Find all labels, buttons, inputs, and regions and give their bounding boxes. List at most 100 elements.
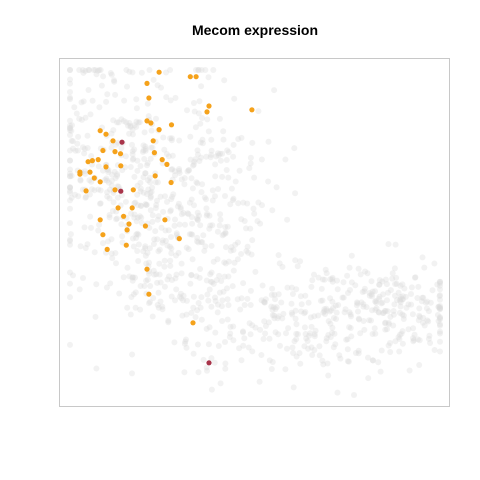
background-cell-point (145, 186, 152, 193)
background-cell-point (346, 264, 353, 271)
background-cell-point (131, 146, 138, 153)
background-cell-point (114, 119, 120, 126)
background-cell-point (155, 289, 162, 296)
background-cell-point (142, 147, 149, 154)
background-cell-point (104, 189, 111, 196)
background-cell-point (202, 243, 209, 250)
background-cell-point (384, 297, 390, 304)
expression-point (148, 120, 154, 126)
background-cell-point (176, 137, 183, 144)
background-cell-point (285, 325, 292, 332)
background-cell-point (309, 277, 316, 284)
background-cell-point (197, 266, 204, 272)
background-cell-point (187, 156, 194, 163)
background-cell-point (128, 210, 134, 217)
background-cell-point (203, 196, 209, 203)
background-cell-point (437, 303, 443, 309)
background-cell-point (210, 258, 217, 265)
background-cell-point (266, 357, 273, 364)
background-cell-point (247, 302, 254, 308)
background-cell-point (275, 331, 282, 338)
background-cell-point (159, 306, 166, 313)
background-cell-point (176, 170, 183, 176)
background-cell-point (116, 290, 123, 297)
background-cell-point (241, 335, 248, 342)
background-cell-point (199, 140, 206, 147)
expression-point (110, 138, 116, 144)
background-cell-point (67, 89, 73, 95)
background-cell-point (437, 278, 443, 285)
background-cell-point (67, 231, 74, 238)
background-cell-point (164, 198, 170, 205)
background-cell-point (177, 204, 184, 211)
background-cell-point (199, 115, 206, 121)
background-cell-point (140, 248, 147, 255)
background-cell-point (165, 319, 172, 326)
background-cell-point (258, 352, 265, 358)
background-cell-point (379, 299, 386, 306)
background-cell-point (118, 192, 125, 199)
background-cell-point (180, 292, 187, 299)
background-cell-point (177, 206, 184, 212)
background-cell-point (424, 317, 431, 324)
background-cell-point (220, 231, 227, 238)
background-cell-point (152, 205, 159, 211)
background-cell-point (228, 244, 235, 251)
background-cell-point (372, 288, 378, 295)
background-cell-point (148, 144, 155, 151)
background-cell-point (290, 350, 297, 356)
expression-point (144, 266, 150, 272)
background-cell-point (154, 216, 161, 223)
background-cell-point (360, 301, 367, 308)
background-cell-point (247, 331, 254, 338)
background-cell-point (369, 331, 376, 337)
background-cell-point (67, 117, 73, 124)
background-cell-point (332, 302, 339, 309)
background-cell-point (169, 152, 176, 159)
background-cell-point (211, 359, 218, 366)
background-cell-point (379, 310, 386, 317)
background-cell-point (273, 184, 280, 191)
background-cell-point (322, 311, 329, 317)
background-cell-point (146, 270, 152, 277)
background-cell-point (396, 309, 403, 316)
background-cell-point (146, 300, 152, 307)
background-cell-point (132, 304, 139, 311)
background-cell-point (359, 289, 366, 295)
background-cell-point (216, 222, 223, 229)
background-cell-point (124, 264, 131, 271)
background-cell-point (208, 269, 215, 276)
background-cell-point (283, 330, 289, 337)
background-cell-point (274, 315, 281, 322)
background-cell-point (391, 265, 398, 272)
background-cell-point (249, 322, 256, 329)
background-cell-point (261, 299, 268, 306)
expression-point (121, 213, 127, 219)
background-cell-point (415, 317, 422, 324)
background-cell-point (214, 256, 221, 263)
background-cell-point (171, 222, 178, 229)
background-cell-point (387, 313, 394, 320)
background-cell-point (222, 230, 229, 237)
background-cell-point (82, 194, 89, 201)
background-cell-point (131, 122, 138, 129)
background-cell-point (168, 250, 175, 257)
background-cell-point (218, 303, 225, 310)
background-cell-point (384, 308, 391, 315)
background-cell-point (323, 335, 330, 342)
background-cell-point (110, 127, 117, 134)
background-cell-point (234, 239, 241, 246)
background-cell-point (412, 274, 418, 281)
background-cell-point (221, 77, 228, 84)
background-cell-point (192, 314, 199, 321)
background-cell-point (288, 309, 295, 316)
background-cell-point (168, 196, 175, 203)
background-cell-point (184, 107, 190, 114)
background-cell-point (390, 322, 397, 329)
background-cell-point (188, 271, 195, 278)
background-cell-point (158, 84, 164, 91)
background-cell-point (385, 342, 392, 349)
background-cell-point (262, 296, 269, 303)
background-cell-point (129, 274, 136, 281)
background-cell-point (103, 284, 110, 291)
